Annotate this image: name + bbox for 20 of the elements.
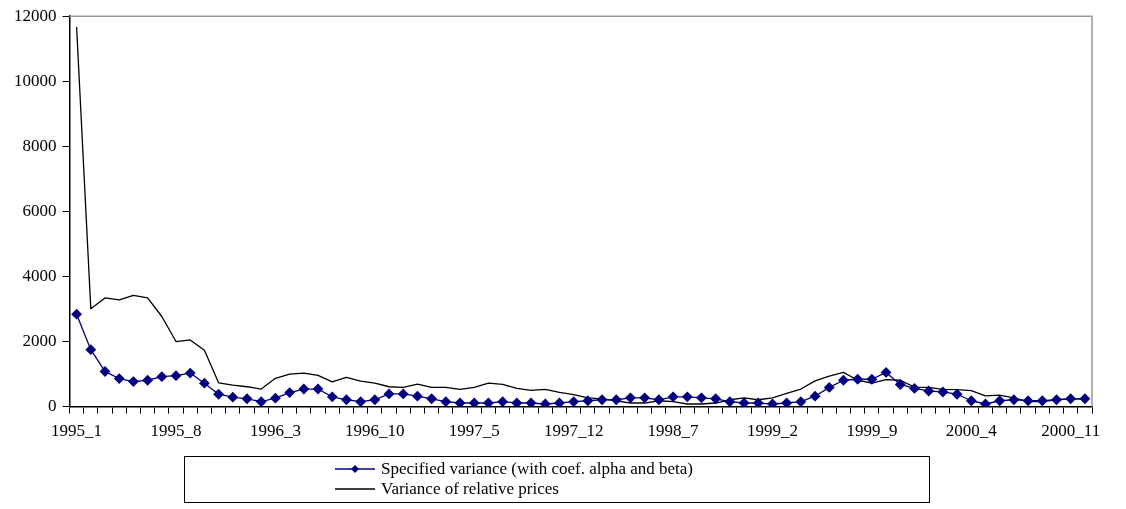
legend-label: Specified variance (with coef. alpha and beta) — [381, 459, 693, 479]
y-tick-label: 6000 — [22, 200, 57, 220]
x-tick-label: 1996_3 — [249, 421, 301, 441]
x-tick-label: 1997_12 — [543, 421, 604, 441]
x-tick-label: 1999_9 — [846, 421, 898, 441]
x-tick-label: 1995_1 — [51, 421, 103, 441]
y-tick-label: 0 — [48, 396, 57, 416]
y-tick-label: 12000 — [14, 5, 57, 25]
y-tick-label: 4000 — [22, 265, 57, 285]
x-tick-label: 1995_8 — [150, 421, 202, 441]
y-tick-label: 2000 — [22, 331, 57, 350]
x-tick-label: 1997_5 — [448, 421, 500, 441]
y-tick-label: 10000 — [14, 70, 57, 90]
x-tick-label: 1996_10 — [345, 421, 405, 441]
x-tick-label: 1999_2 — [746, 421, 798, 441]
x-tick-label: 1998_7 — [647, 421, 700, 441]
y-tick-label: 8000 — [22, 135, 57, 155]
x-tick-label: 2000_11 — [1041, 421, 1101, 441]
legend-label: Variance of relative prices — [381, 479, 559, 499]
x-tick-label: 2000_4 — [945, 421, 998, 441]
